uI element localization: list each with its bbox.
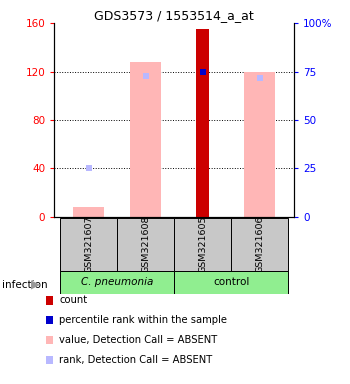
Bar <box>117 218 174 271</box>
Text: GSM321606: GSM321606 <box>255 215 264 273</box>
Text: count: count <box>60 295 88 305</box>
Bar <box>73 207 104 217</box>
Text: infection: infection <box>2 280 47 290</box>
Text: GSM321605: GSM321605 <box>198 215 207 273</box>
Text: C. pneumonia: C. pneumonia <box>81 277 153 287</box>
Bar <box>196 29 209 217</box>
Bar <box>231 218 288 271</box>
Bar <box>174 218 231 271</box>
Bar <box>60 218 117 271</box>
Text: value, Detection Call = ABSENT: value, Detection Call = ABSENT <box>60 335 218 345</box>
Bar <box>60 271 174 294</box>
Text: ▶: ▶ <box>31 278 40 291</box>
Text: percentile rank within the sample: percentile rank within the sample <box>60 315 228 325</box>
Bar <box>174 271 288 294</box>
Title: GDS3573 / 1553514_a_at: GDS3573 / 1553514_a_at <box>94 9 254 22</box>
Bar <box>244 71 275 217</box>
Text: GSM321608: GSM321608 <box>141 215 150 273</box>
Text: rank, Detection Call = ABSENT: rank, Detection Call = ABSENT <box>60 355 213 365</box>
Text: GSM321607: GSM321607 <box>84 215 93 273</box>
Text: control: control <box>213 277 250 287</box>
Bar <box>130 62 161 217</box>
